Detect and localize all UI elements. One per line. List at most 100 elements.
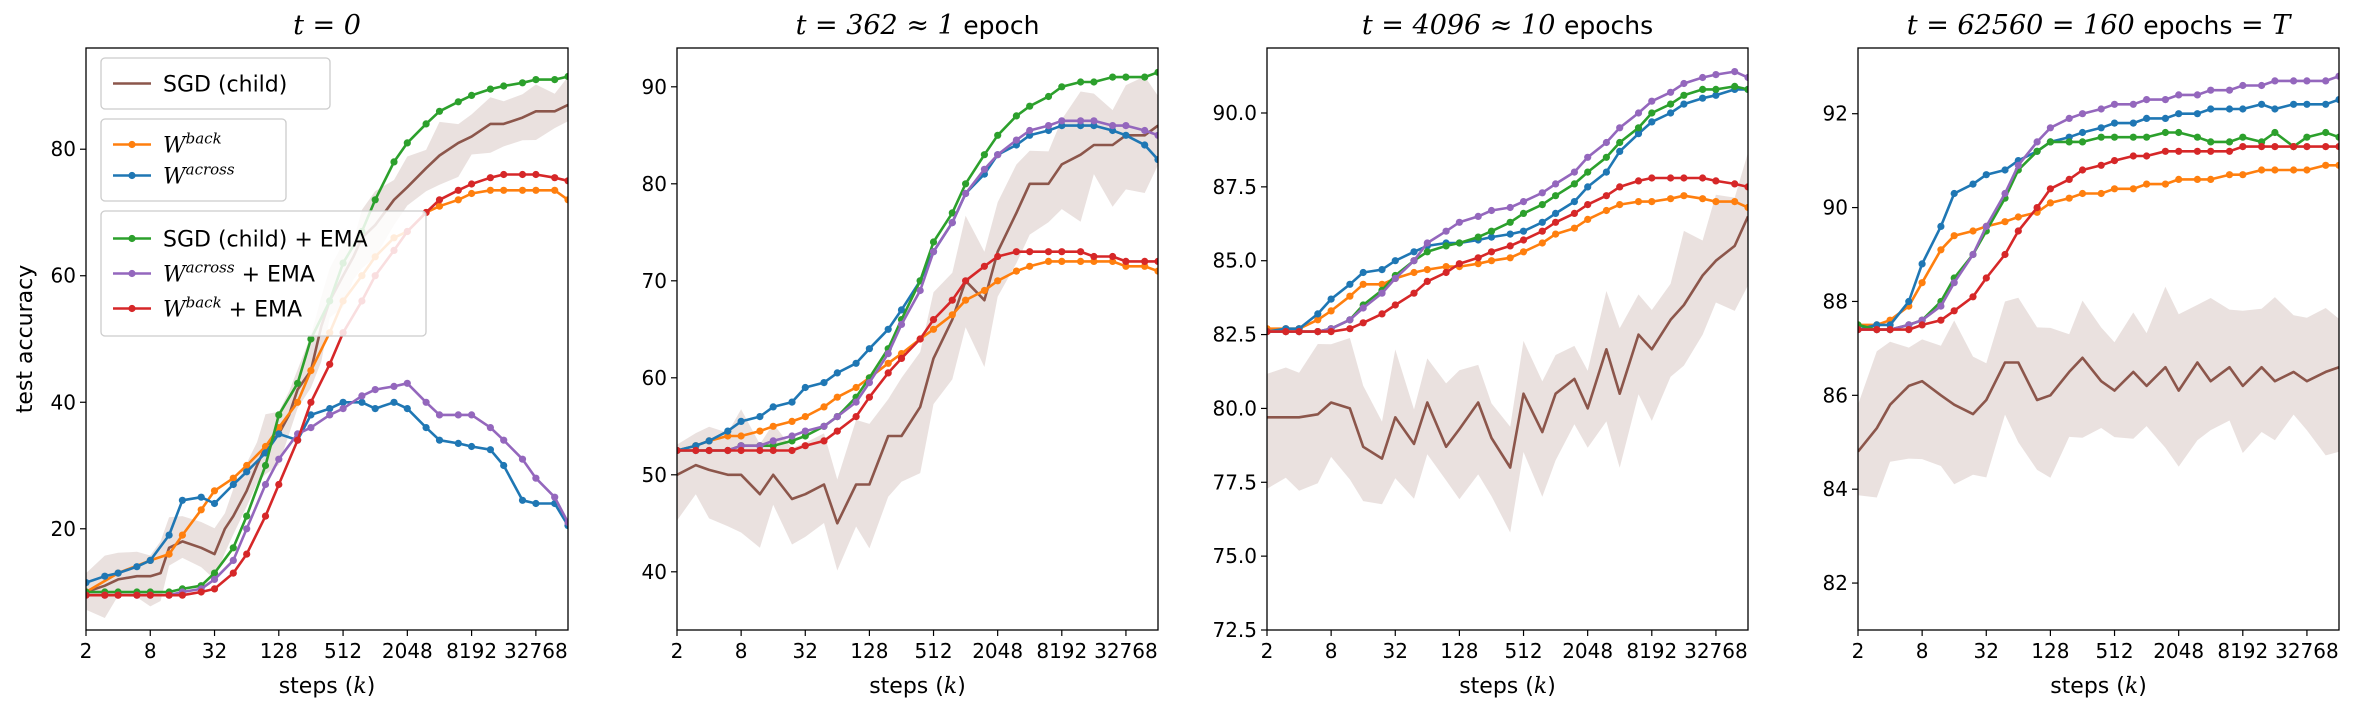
- data-point-wback: [1570, 224, 1578, 232]
- data-point-wacross_ema: [551, 493, 559, 501]
- data-point-wback_ema: [114, 591, 122, 599]
- data-point-wacross_ema: [564, 518, 568, 527]
- data-point-sgd_ema: [2322, 128, 2330, 137]
- data-point-wacross_ema: [1378, 289, 1386, 297]
- legend-label: Wacross: [163, 161, 235, 190]
- data-point-wacross: [2322, 100, 2330, 108]
- data-point-sgd_ema: [994, 131, 1002, 139]
- series-line-wacross: [1858, 98, 2339, 331]
- y-tick-label: 85.0: [1212, 249, 1257, 273]
- data-point-wback_ema: [1648, 174, 1656, 182]
- data-point-wback: [2143, 180, 2151, 188]
- data-point-wback_ema: [2001, 250, 2009, 259]
- data-point-wback: [1634, 198, 1643, 206]
- data-point-wback: [564, 196, 568, 204]
- data-point-wback: [1474, 260, 1482, 268]
- data-point-sgd_ema: [2175, 128, 2183, 137]
- x-tick-label: 2: [1852, 639, 1865, 663]
- legend-frame: [100, 57, 331, 110]
- data-point-wback: [2175, 175, 2183, 183]
- data-point-wacross: [1314, 310, 1322, 318]
- x-tick-label: 32768: [1684, 639, 1748, 663]
- data-point-wback_ema: [1455, 260, 1463, 268]
- data-point-wback_ema: [2110, 157, 2119, 165]
- data-point-wback_ema: [243, 550, 251, 558]
- data-point-wacross_ema: [1712, 71, 1720, 79]
- data-point-sgd_ema: [962, 180, 970, 188]
- data-point-wacross_ema: [1346, 316, 1354, 324]
- data-point-wacross: [820, 379, 828, 387]
- data-point-wacross_ema: [1584, 153, 1592, 161]
- data-point-wacross: [801, 383, 809, 392]
- series-line-sgd: [677, 124, 1158, 525]
- data-point-wback: [500, 186, 508, 194]
- legend-entry-wacross_ema: Wacross + EMA: [113, 259, 315, 288]
- data-point-sgd_ema: [1602, 153, 1610, 161]
- data-point-wback_ema: [948, 296, 956, 304]
- data-point-sgd_ema: [1474, 233, 1482, 241]
- y-tick-label: 20: [51, 517, 76, 541]
- data-point-wback: [1712, 198, 1720, 206]
- data-point-wback_ema: [1487, 248, 1496, 256]
- data-point-wacross_ema: [897, 320, 906, 328]
- data-point-wback: [2322, 161, 2330, 169]
- data-point-wacross: [210, 499, 219, 508]
- data-point-wback_ema: [2207, 147, 2215, 155]
- data-point-wback: [948, 311, 956, 319]
- data-point-wback_ema: [133, 591, 141, 599]
- data-point-wback: [2129, 185, 2137, 193]
- legend-entry-wback: Wback: [113, 130, 222, 159]
- data-point-wacross: [1680, 100, 1688, 108]
- data-point-wback_ema: [551, 174, 559, 182]
- data-point-wback_ema: [210, 585, 219, 593]
- data-point-wacross_ema: [532, 474, 540, 482]
- data-point-wback_ema: [1058, 248, 1066, 256]
- y-tick-label: 88: [1823, 289, 1848, 313]
- data-point-wback: [178, 531, 186, 539]
- data-point-wacross_ema: [1410, 257, 1418, 265]
- data-point-wacross_ema: [1982, 222, 1990, 230]
- x-tick-label: 8192: [1036, 639, 1087, 663]
- x-tick-label: 32768: [1094, 639, 1158, 663]
- x-tick-label: 8: [1325, 639, 1338, 663]
- legend-entry-wacross: Wacross: [113, 161, 235, 190]
- data-point-wback_ema: [1267, 328, 1271, 336]
- data-point-sgd_ema: [2065, 138, 2073, 146]
- legend-label: SGD (child) + EMA: [163, 228, 368, 253]
- data-point-wacross_ema: [1442, 227, 1450, 235]
- data-point-wback_ema: [897, 354, 906, 362]
- data-point-wacross_ema: [390, 382, 398, 390]
- plot-area: [1267, 68, 1748, 533]
- data-point-wback: [2193, 175, 2201, 183]
- data-point-wback_ema: [326, 360, 334, 368]
- data-point-sgd_ema: [2143, 133, 2151, 141]
- data-point-wacross_ema: [1077, 117, 1085, 125]
- data-point-wback_ema: [165, 591, 173, 599]
- chart-title: t = 362 ≈ 1 epoch: [796, 10, 1040, 41]
- data-point-wacross: [769, 403, 777, 411]
- data-point-wback: [2001, 218, 2009, 226]
- data-point-wacross: [1122, 131, 1130, 139]
- data-point-wacross_ema: [339, 405, 347, 413]
- data-point-wback: [1519, 248, 1528, 256]
- data-point-wacross_ema: [1538, 189, 1546, 197]
- data-point-wback_ema: [724, 446, 732, 455]
- data-point-wback: [2290, 166, 2298, 174]
- data-point-wback_ema: [294, 436, 302, 444]
- data-point-wacross: [705, 437, 713, 445]
- data-point-wacross_ema: [1474, 212, 1482, 220]
- data-point-wacross_ema: [1570, 168, 1578, 176]
- data-point-wacross: [1327, 295, 1335, 303]
- data-point-wback_ema: [916, 335, 924, 343]
- data-point-wback_ema: [564, 177, 568, 185]
- data-point-wacross: [86, 579, 90, 587]
- legend-marker: [128, 171, 136, 180]
- data-point-wback_ema: [1699, 174, 1707, 182]
- data-point-wback_ema: [468, 180, 476, 188]
- data-point-wback_ema: [2033, 204, 2041, 212]
- data-point-wacross: [165, 531, 173, 539]
- data-point-wback: [1731, 198, 1739, 206]
- data-point-wback: [1327, 307, 1335, 315]
